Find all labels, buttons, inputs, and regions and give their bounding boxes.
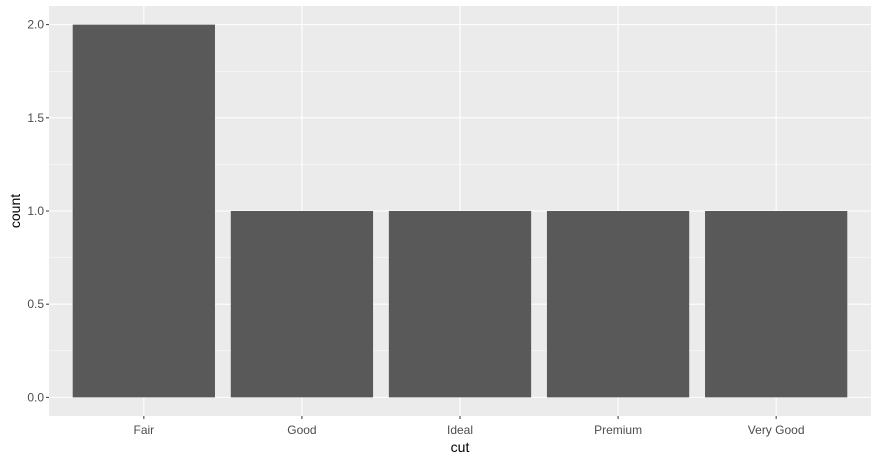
x-axis-ticks: Fair Good Ideal Premium Very Good bbox=[134, 416, 805, 437]
y-axis-ticks: 0.0 0.5 1.0 1.5 2.0 bbox=[27, 18, 49, 404]
bar-premium bbox=[546, 211, 690, 398]
x-tick-label: Good bbox=[287, 423, 316, 437]
x-tick-label: Ideal bbox=[447, 423, 473, 437]
bar-very-good bbox=[705, 211, 848, 398]
y-axis-title: count bbox=[7, 194, 23, 228]
x-axis-title: cut bbox=[451, 439, 470, 455]
y-tick-label: 1.0 bbox=[27, 204, 44, 218]
y-tick-label: 0.0 bbox=[27, 390, 44, 404]
y-tick-label: 0.5 bbox=[27, 297, 44, 311]
bar-good bbox=[230, 211, 374, 398]
y-tick-label: 1.5 bbox=[27, 111, 44, 125]
bar-fair bbox=[72, 24, 215, 398]
bar-ideal bbox=[388, 211, 532, 398]
bars bbox=[72, 24, 848, 398]
x-tick-label: Very Good bbox=[748, 423, 805, 437]
x-tick-label: Premium bbox=[594, 423, 642, 437]
x-tick-label: Fair bbox=[134, 423, 155, 437]
y-tick-label: 2.0 bbox=[27, 18, 44, 32]
